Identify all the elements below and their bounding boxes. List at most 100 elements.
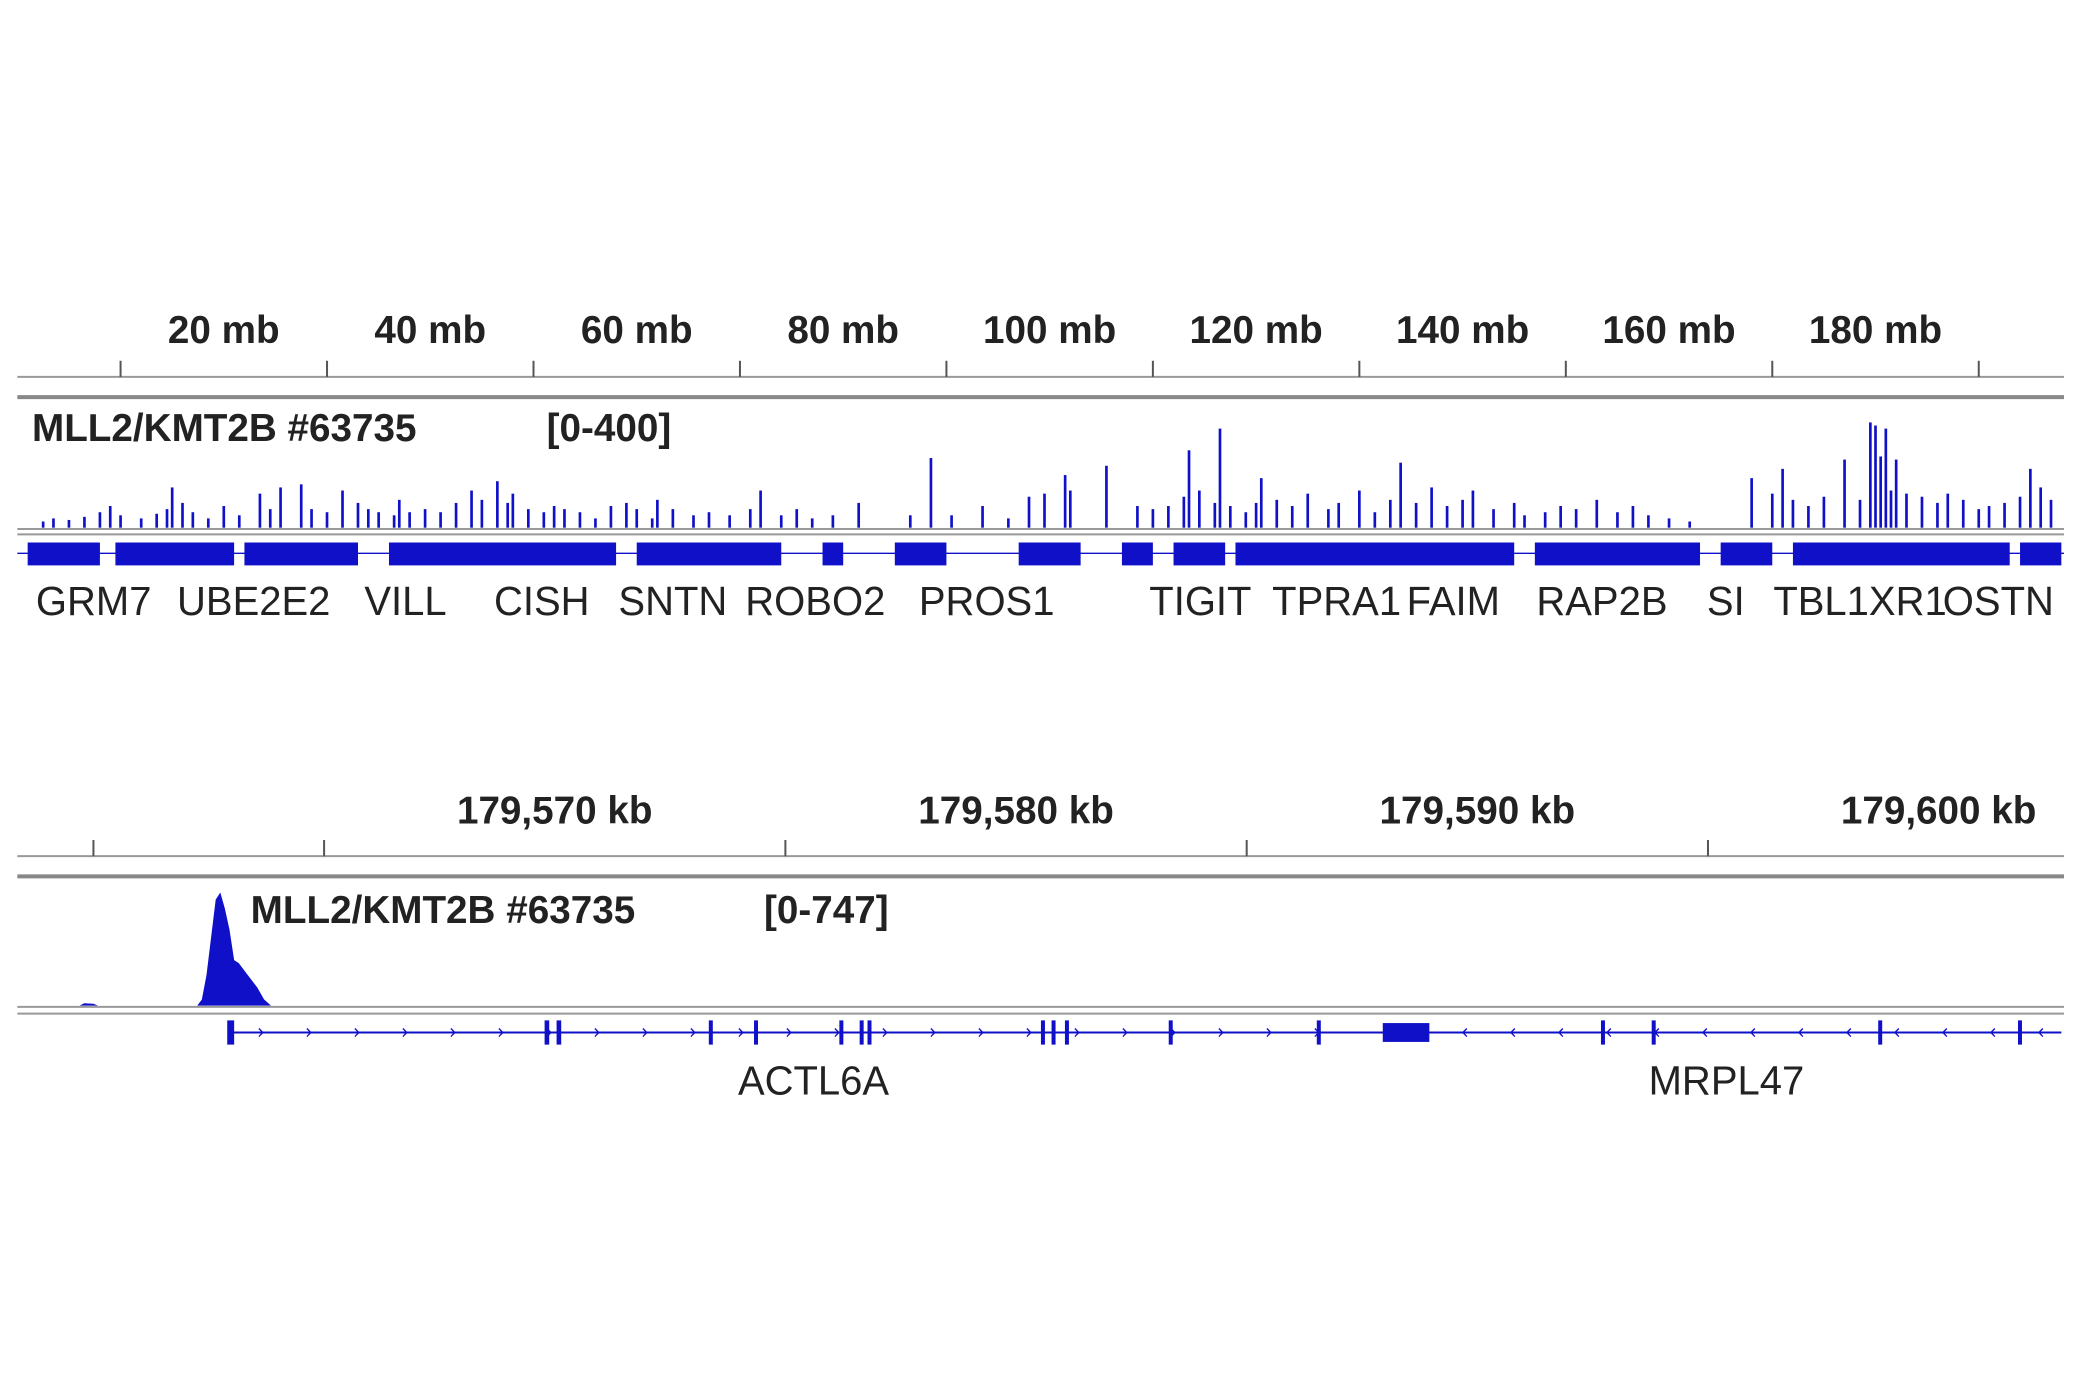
exon [1316,1020,1321,1045]
signal-bar [1244,512,1248,528]
exon [708,1020,713,1045]
tick-label: 40 mb [374,309,486,352]
strand-arrow [1605,1027,1612,1038]
signal-bar [1007,518,1010,528]
gene-label: CISH [494,579,590,624]
gene-block [1173,542,1226,566]
signal-bar [2029,468,2032,528]
gene-block [1121,542,1153,566]
strand-arrow [1509,1027,1516,1038]
strand-arrow [450,1027,456,1038]
signal-bar [981,506,984,528]
signal-bar [1445,506,1449,528]
exon [859,1020,864,1045]
signal-bar [1290,506,1294,528]
exon [1064,1020,1069,1045]
strand-arrow [930,1027,936,1038]
signal-bar [506,502,510,528]
track-name: MLL2/KMT2B #63735 [32,407,417,450]
signal-bar [692,515,695,528]
gene-block [27,542,100,566]
signal-bar [1430,487,1433,528]
signal-bar [1647,515,1650,528]
signal-bar [1254,502,1258,528]
exon [227,1020,235,1045]
signal-bar [1977,509,1981,528]
strand-arrow [642,1027,648,1038]
signal-bar [1306,493,1310,528]
gene-block [244,542,358,566]
tick-label: 179,600 kb [1841,789,2037,832]
signal-bar [206,518,210,528]
exon [754,1020,759,1045]
signal-bar [1228,506,1232,528]
exon [867,1020,872,1045]
gene-block [636,542,782,566]
signal-bar [1688,521,1692,528]
signal-bar [1187,450,1191,528]
signal-bar [1574,509,1578,528]
exon [1878,1020,1883,1045]
signal-bar [1027,496,1031,528]
strand-arrow [834,1027,840,1038]
strand-arrow [498,1027,504,1038]
gene-block [1018,542,1081,566]
signal-bar [341,490,344,528]
tick-label: 60 mb [581,309,693,352]
signal-bar [527,509,530,528]
signal-bar [1631,506,1635,528]
signal-bar [480,499,484,528]
strand-arrow [738,1027,744,1038]
track-name: MLL2/KMT2B #63735 [251,889,636,932]
gene-label: TIGIT [1149,579,1251,624]
signal-bar [119,515,122,528]
exon [1051,1020,1056,1045]
signal-bar [1781,468,1784,528]
signal-bar [1337,502,1341,528]
signal-bar [108,506,112,528]
signal-bar [1105,465,1108,528]
signal-bar [635,509,639,528]
signal-bar [1358,490,1361,528]
exon [1382,1023,1430,1042]
gene-label: VILL [364,579,446,624]
track-range: [0-400] [547,407,672,450]
signal-bar [1043,493,1046,528]
signal-bar [1182,496,1186,528]
signal-bar [41,521,45,528]
signal-bar [2018,496,2022,528]
signal-bar [222,506,226,528]
tick-label: 160 mb [1602,309,1735,352]
tick-label: 179,570 kb [457,789,653,832]
gene-label: SI [1707,579,1745,624]
signal-bar [1874,425,1877,528]
signal-bar [950,515,953,528]
signal-bar [165,509,169,528]
signal-bar [67,519,71,528]
signal-bar [1879,456,1883,528]
signal-bar [650,518,654,528]
exon [1600,1020,1605,1045]
gene-block [388,542,617,566]
signal-bar [1492,509,1495,528]
signal-bar [1327,509,1330,528]
strand-arrow [1218,1027,1224,1038]
signal-bar [1543,512,1547,528]
signal-bar [496,481,499,528]
signal-bar [748,509,752,528]
exon [1040,1020,1045,1045]
signal-bar [170,487,174,528]
gene-label: UBE2E2 [177,579,330,624]
signal-bar [728,515,731,528]
signal-bar [2003,502,2006,528]
gene-label: SNTN [618,579,727,624]
signal-bar [1869,422,1872,528]
signal-bar [423,509,427,528]
signal-bar [356,502,360,528]
gene-block [1534,542,1701,566]
signal-bar [268,509,272,528]
signal-bar [191,512,195,528]
strand-arrow [882,1027,888,1038]
signal-bar [1889,490,1893,528]
